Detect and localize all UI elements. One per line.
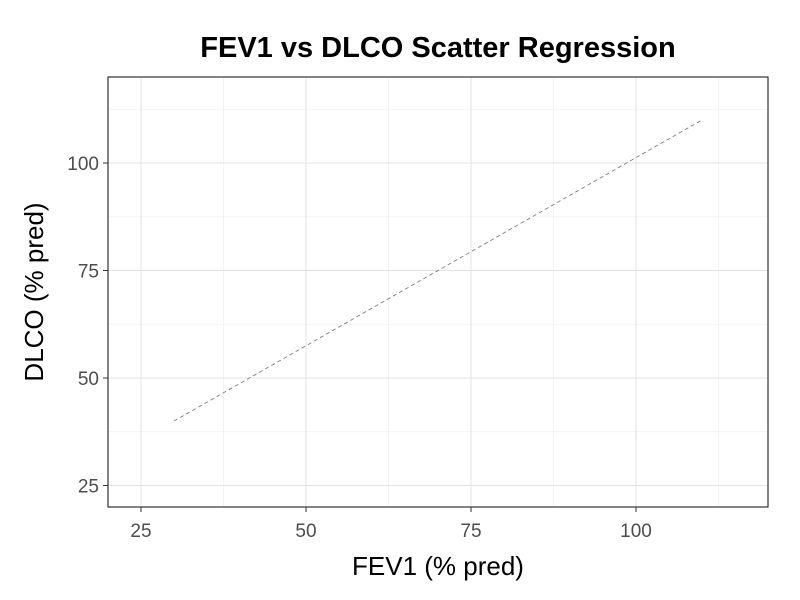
y-tick-label: 75 — [78, 262, 99, 283]
minor-grid — [108, 77, 768, 507]
x-tick-label: 50 — [295, 521, 316, 542]
series-layer — [173, 119, 703, 422]
regression-line — [173, 119, 703, 422]
plot-panel — [107, 76, 769, 508]
y-axis-label: DLCO (% pred) — [19, 202, 49, 381]
y-tick-label: 50 — [78, 369, 99, 390]
x-tick-label: 100 — [620, 521, 652, 542]
y-tick-label: 25 — [78, 477, 99, 498]
major-grid — [108, 77, 768, 507]
x-ticks: 25 50 75 100 — [130, 507, 652, 542]
chart-title: FEV1 vs DLCO Scatter Regression — [200, 32, 675, 64]
x-axis-label: FEV1 (% pred) — [352, 551, 524, 581]
y-ticks: 25 50 75 100 — [67, 154, 108, 498]
x-tick-label: 25 — [130, 521, 151, 542]
y-tick-label: 100 — [67, 154, 99, 175]
x-tick-label: 75 — [460, 521, 481, 542]
